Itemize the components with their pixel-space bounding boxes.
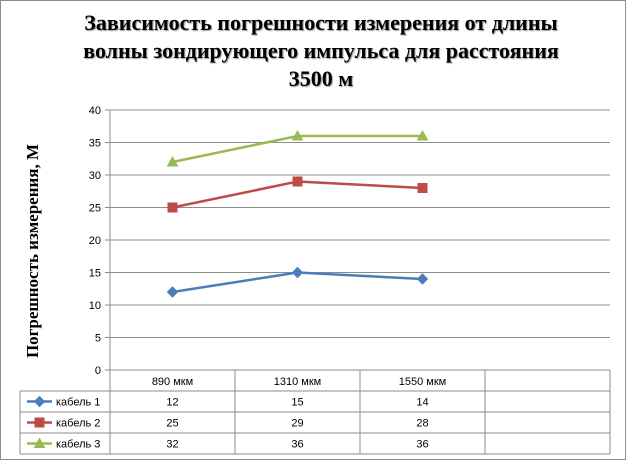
data-table-cell: 14 <box>416 397 428 409</box>
data-point <box>167 202 178 213</box>
legend-key-marker <box>33 437 46 448</box>
y-tick-label: 25 <box>89 203 101 215</box>
legend-label: кабель 2 <box>56 418 100 430</box>
y-tick-label: 15 <box>89 268 101 280</box>
data-table-cell: 29 <box>291 418 303 430</box>
data-point <box>417 183 428 193</box>
data-table-cell: 15 <box>291 397 303 409</box>
data-table-cell: 32 <box>166 439 178 451</box>
y-tick-label: 30 <box>89 170 101 182</box>
data-table-cell: 36 <box>291 439 303 451</box>
y-tick-label: 35 <box>89 138 101 150</box>
x-tick-label: 1310 мкм <box>274 376 321 388</box>
y-tick-label: 0 <box>95 365 101 377</box>
data-point <box>166 155 179 167</box>
data-table-cell: 28 <box>416 418 428 430</box>
y-tick-label: 5 <box>95 333 101 345</box>
data-point <box>416 273 429 285</box>
x-tick-label: 890 мкм <box>152 376 193 388</box>
data-table-cell: 12 <box>166 397 178 409</box>
y-tick-label: 40 <box>89 105 101 117</box>
y-tick-label: 10 <box>89 300 101 312</box>
data-point <box>416 129 429 141</box>
data-point <box>291 266 304 279</box>
data-point <box>166 286 179 298</box>
data-table-cell: 36 <box>416 439 428 451</box>
data-table-cell: 25 <box>166 418 178 430</box>
x-tick-label: 1550 мкм <box>399 376 446 388</box>
legend-key-marker <box>34 417 45 428</box>
data-point <box>292 176 303 187</box>
legend-label: кабель 1 <box>56 397 100 409</box>
chart-title: Зависимость погрешности измерения от дли… <box>83 10 559 91</box>
legend-label: кабель 3 <box>56 439 100 451</box>
y-tick-label: 20 <box>89 235 101 247</box>
data-point <box>291 129 304 141</box>
legend-key-marker <box>33 395 46 408</box>
